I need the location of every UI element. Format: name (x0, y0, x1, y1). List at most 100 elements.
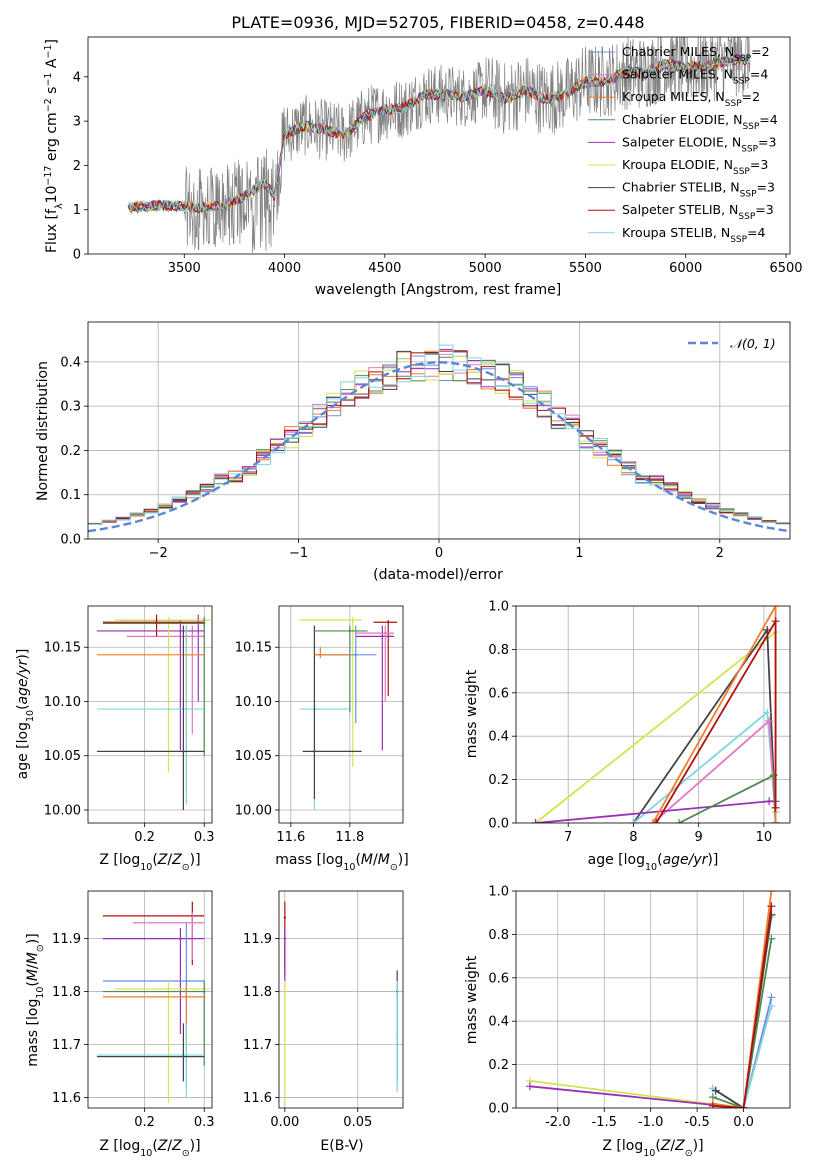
legend-model-name: Chabrier MILES (622, 44, 717, 59)
spectrum-ylabel-part: erg cm (44, 112, 60, 165)
spectrum-ylabel-part: −1 (43, 44, 54, 58)
weight-age-xlabel-part: age/yr (663, 852, 709, 868)
y-tick-label: 1.0 (488, 600, 509, 615)
mass-vs-Z-xlabel-part: Z (171, 1138, 182, 1154)
legend-label-0: Chabrier MILES, NSSP=2 (622, 44, 770, 64)
panel-spectrum: 3500 4000 4500 5000 5500 6000 6500 0 1 2 3 4 PLATE=0… (43, 13, 803, 298)
axes-frame: 0.2 0.3 10.00 10.05 10.10 10.15 (44, 641, 215, 845)
axes-frame: 0.00 0.05 11.6 11.7 11.8 11.9 (243, 932, 372, 1130)
axes-border (515, 605, 791, 824)
mass-vs-Z-ylabel-part: ( (25, 981, 41, 986)
legend-label-7: Salpeter STELIB, NSSP=3 (622, 202, 774, 222)
x-tick-label: 5000 (469, 261, 502, 276)
y-tick-label: 0.0 (60, 533, 81, 548)
legend-model-name: Kroupa ELODIE (622, 157, 716, 172)
y-tick-label: 10.00 (235, 803, 272, 818)
legend-nssp-value: =2 (751, 44, 769, 59)
plot-area (88, 891, 212, 1108)
plot-area (516, 606, 790, 823)
y-tick-label: 1 (73, 203, 81, 218)
y-tick-label: 0.2 (488, 1058, 509, 1073)
errorbar-point-1 (126, 625, 205, 735)
point-marker (185, 995, 188, 999)
age-vs-Z-ylabel: age [log10(age/yr)] (15, 649, 36, 780)
x-tick-label: -1.0 (638, 1115, 663, 1130)
axes-border (278, 890, 404, 1109)
y-tick-label: 0.6 (488, 971, 509, 986)
weight-Z-xlabel-part: Z (660, 1138, 671, 1154)
mass-vs-Z-xlabel-part: )] (190, 1138, 201, 1154)
legend-nssp-value: =3 (758, 134, 776, 149)
weight-marker (767, 891, 776, 895)
point-marker (283, 916, 287, 919)
legend-nssp-sub: SSP (740, 190, 757, 200)
y-tick-label: 0.0 (488, 1102, 509, 1117)
x-tick-label: -1.5 (592, 1115, 617, 1130)
legend-normal-label: 𝒩(0, 1) (730, 336, 776, 351)
legend-nssp-sub: SSP (730, 235, 747, 245)
age-vs-mass-xlabel-part: 10 (343, 862, 355, 873)
weight-Z-xlabel-part: Z (674, 1138, 685, 1154)
point-marker (179, 937, 182, 940)
weight-marker (767, 902, 776, 911)
axes-frame: -2.0 -1.5 -1.0 -0.5 0.0 0.0 0.2 0.4 0.6 0.8 1.0 (488, 885, 754, 1131)
weight-Z-xlabel-part: / (670, 1138, 675, 1154)
y-tick-label: 11.7 (52, 1038, 81, 1053)
errorbar-point-3 (299, 616, 362, 767)
age-vs-Z-xlabel-part: ( (152, 852, 157, 868)
weight-Z-xlabel-part: )] (693, 1138, 704, 1154)
x-tick-label: 2 (716, 546, 724, 561)
age-vs-mass-xlabel-part: ( (355, 852, 360, 868)
legend-nssp-sub: SSP (741, 144, 758, 154)
point-marker (191, 635, 194, 638)
axes-border (87, 890, 213, 1109)
errorbar-point-8 (96, 1023, 205, 1082)
weight-Z-ylabel: mass weight (464, 955, 480, 1044)
weight-marker (767, 934, 776, 943)
x-tick-label: 7 (564, 830, 572, 845)
weight-Z-xlabel: Z [log10(Z/Z⊙)] (602, 1138, 703, 1159)
weight-marker (767, 993, 776, 1002)
spectrum-data-line (127, 37, 751, 253)
normal-curve (88, 361, 790, 533)
legend-nssp-prefix: , N (707, 89, 724, 104)
point-marker (185, 1053, 188, 1057)
x-tick-label: 0.00 (270, 1115, 299, 1130)
errorbar-point-8 (102, 614, 205, 637)
weight-marker (739, 1104, 748, 1108)
legend-model-name: Salpeter ELODIE (622, 134, 724, 149)
legend-nssp-prefix: , N (716, 157, 733, 172)
age-vs-mass-xlabel-part: / (373, 852, 378, 868)
legend-label-3: Chabrier ELODIE, NSSP=4 (622, 112, 778, 132)
errorbar-point-7 (314, 625, 368, 713)
plot-area (279, 891, 403, 1108)
axes-border (87, 36, 791, 255)
errorbar-point-4 (395, 980, 399, 1093)
spectrum-ylabel-part: 10 (44, 186, 60, 204)
mass-vs-Z-xlabel-part: / (167, 1138, 172, 1154)
legend-nssp-value: =4 (747, 225, 765, 240)
age-vs-mass-xlabel: mass [log10(M/M⊙)] (275, 852, 408, 873)
legend-label-4: Salpeter ELODIE, NSSP=3 (622, 134, 776, 154)
y-tick-label: 0.8 (488, 928, 509, 943)
y-tick-label: 0.0 (488, 817, 509, 832)
errorbar-point-4 (114, 980, 211, 1103)
errorbar-point-1 (355, 625, 395, 751)
age-vs-Z-xlabel-part: / (167, 852, 172, 868)
weight-marker (763, 708, 772, 717)
plot-layer: 3500 4000 4500 5000 5500 6000 6500 0 1 2 3 4 PLATE=0… (15, 13, 803, 1159)
spectrum-xlabel: wavelength [Angstrom, rest frame] (315, 282, 561, 298)
point-marker (185, 979, 188, 983)
legend-nssp-sub: SSP (733, 167, 750, 177)
legend-nssp-prefix: , N (717, 44, 734, 59)
weight-marker (629, 819, 638, 823)
age-vs-Z-ylabel-part: ( (15, 704, 31, 709)
age-vs-mass-xlabel-part: M (378, 852, 390, 868)
point-marker (203, 990, 206, 993)
errorbar-point-6 (96, 625, 205, 805)
errorbar-point-1 (283, 928, 287, 981)
point-marker (167, 987, 170, 991)
panel-mass-weight-vs-Z: -2.0 -1.5 -1.0 -0.5 0.0 0.0 0.2 0.4 0.6 0.8 1.0 Z [… (464, 885, 791, 1159)
age-vs-mass-xlabel-part: M (361, 852, 373, 868)
